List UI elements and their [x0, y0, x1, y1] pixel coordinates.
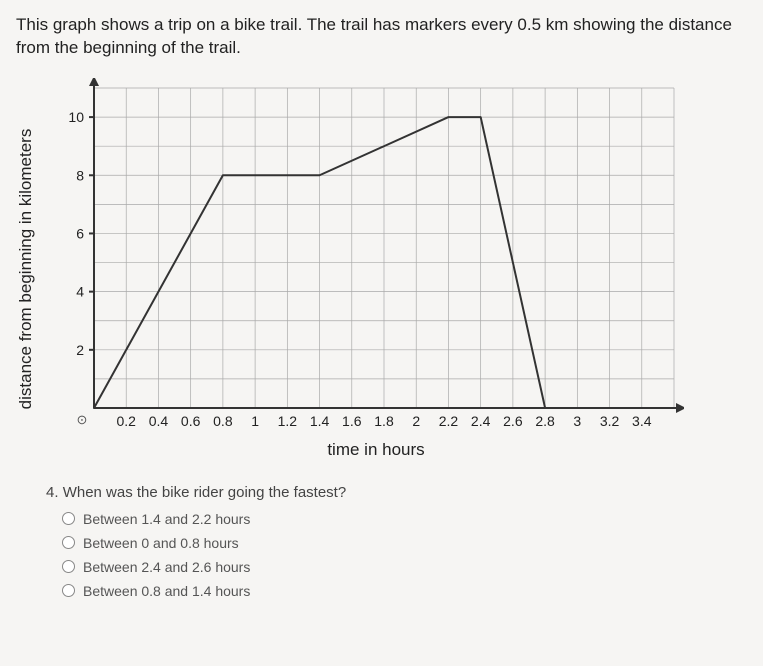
- svg-text:1: 1: [251, 413, 259, 429]
- svg-text:6: 6: [76, 225, 84, 241]
- svg-text:2.8: 2.8: [535, 413, 555, 429]
- option-label: Between 0.8 and 1.4 hours: [83, 583, 250, 599]
- option-label: Between 1.4 and 2.2 hours: [83, 511, 250, 527]
- answer-option[interactable]: Between 0 and 0.8 hours: [62, 535, 747, 551]
- question-number: 4.: [46, 484, 59, 501]
- svg-text:0.2: 0.2: [116, 413, 136, 429]
- svg-text:0.4: 0.4: [149, 413, 169, 429]
- radio-icon[interactable]: [62, 536, 75, 549]
- radio-icon[interactable]: [62, 560, 75, 573]
- svg-text:1.2: 1.2: [278, 413, 298, 429]
- option-label: Between 0 and 0.8 hours: [83, 535, 239, 551]
- svg-text:0.6: 0.6: [181, 413, 201, 429]
- answer-option[interactable]: Between 1.4 and 2.2 hours: [62, 511, 747, 527]
- answer-option[interactable]: Between 2.4 and 2.6 hours: [62, 559, 747, 575]
- x-axis-label: time in hours: [86, 440, 666, 460]
- svg-text:2.2: 2.2: [439, 413, 459, 429]
- answer-option[interactable]: Between 0.8 and 1.4 hours: [62, 583, 747, 599]
- svg-text:3: 3: [573, 413, 581, 429]
- svg-text:3.2: 3.2: [600, 413, 620, 429]
- svg-text:10: 10: [68, 109, 84, 125]
- svg-text:2: 2: [76, 342, 84, 358]
- svg-text:2.6: 2.6: [503, 413, 523, 429]
- line-chart: 2 4 6 8 10 0.2 0.4 0.6 0.8 1 1.2 1.4 1.6 1.8 2 2.2 2.4 2.…: [56, 78, 684, 434]
- radio-icon[interactable]: [62, 584, 75, 597]
- svg-text:8: 8: [76, 167, 84, 183]
- intro-text: This graph shows a trip on a bike trail.…: [16, 14, 747, 60]
- question-body: When was the bike rider going the fastes…: [63, 484, 347, 501]
- radio-icon[interactable]: [62, 512, 75, 525]
- svg-text:0.8: 0.8: [213, 413, 233, 429]
- svg-text:2.4: 2.4: [471, 413, 491, 429]
- chart-container: distance from beginning in kilometers 24…: [56, 78, 747, 460]
- question-block: 4. When was the bike rider going the fas…: [46, 484, 747, 599]
- svg-text:1.4: 1.4: [310, 413, 330, 429]
- svg-text:2: 2: [412, 413, 420, 429]
- svg-text:⊙: ⊙: [77, 412, 88, 427]
- question-text: 4. When was the bike rider going the fas…: [46, 484, 747, 501]
- svg-text:1.6: 1.6: [342, 413, 362, 429]
- svg-text:4: 4: [76, 284, 84, 300]
- svg-text:3.4: 3.4: [632, 413, 652, 429]
- options-list: Between 1.4 and 2.2 hours Between 0 and 0…: [46, 511, 747, 599]
- y-axis-label: distance from beginning in kilometers: [16, 129, 36, 410]
- svg-text:1.8: 1.8: [374, 413, 394, 429]
- option-label: Between 2.4 and 2.6 hours: [83, 559, 250, 575]
